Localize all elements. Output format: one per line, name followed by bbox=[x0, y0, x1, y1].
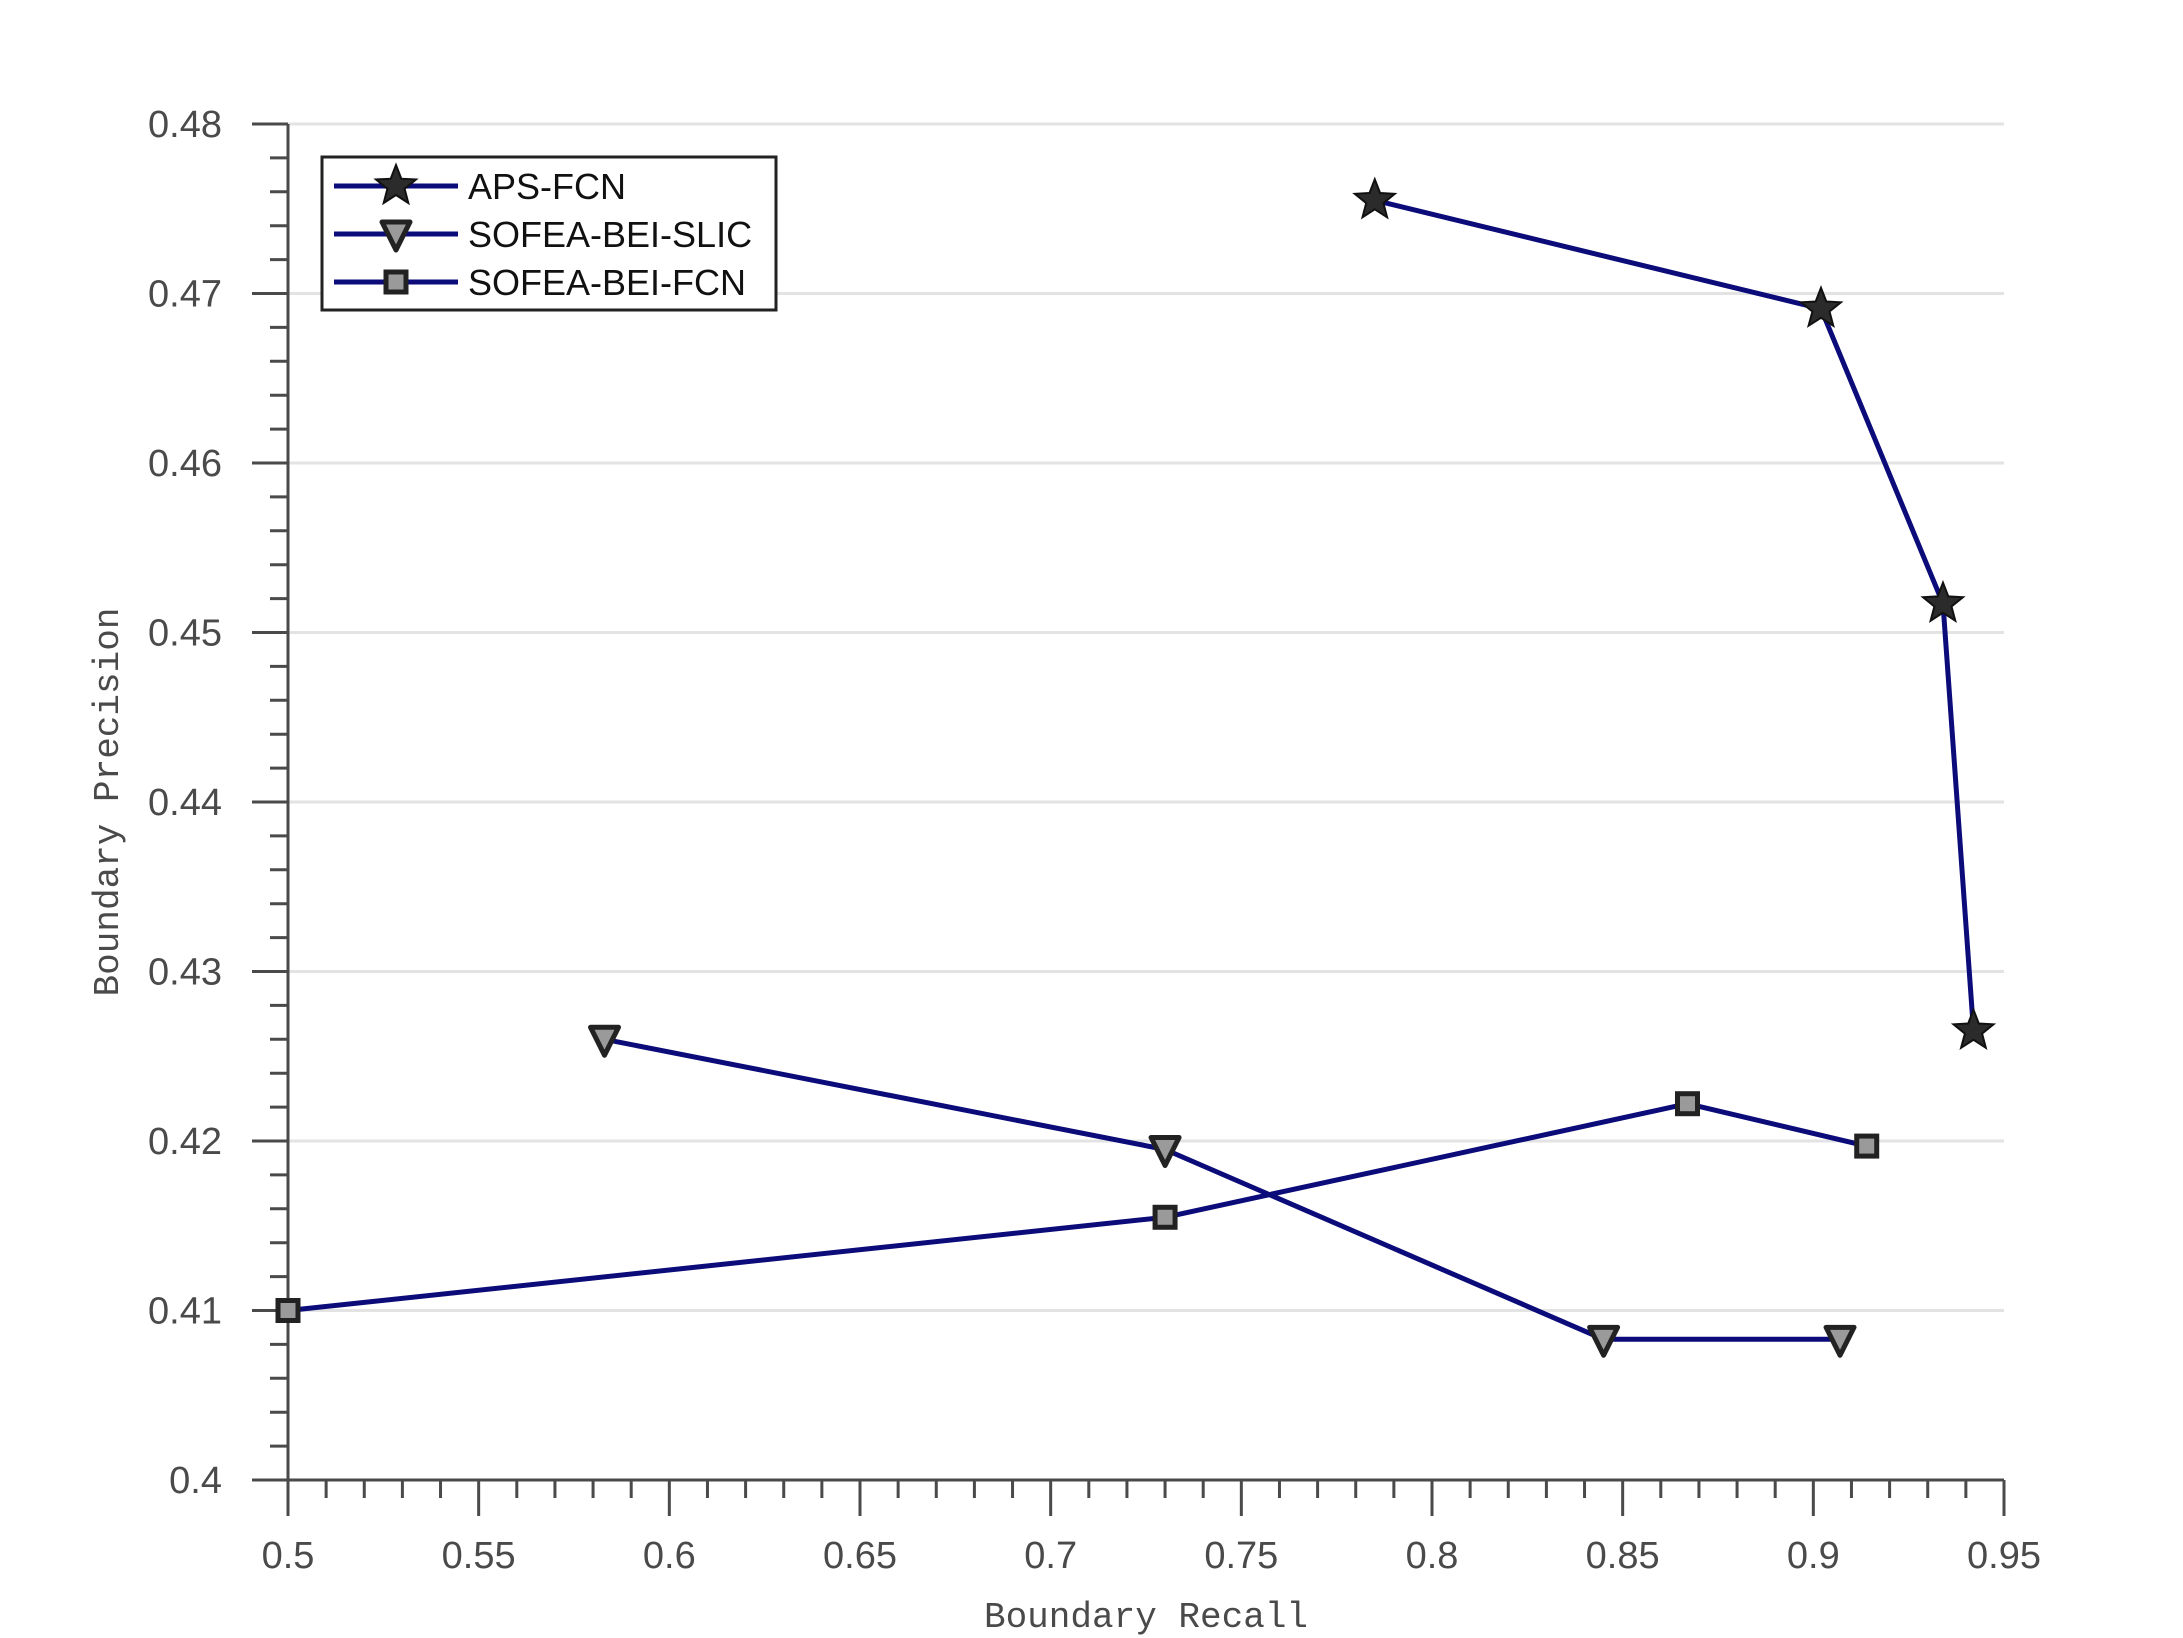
x-tick-label: 0.7 bbox=[1024, 1535, 1077, 1577]
data-point-star bbox=[1950, 1007, 1997, 1051]
x-tick-label: 0.9 bbox=[1787, 1535, 1840, 1577]
series-line bbox=[604, 1036, 1840, 1342]
legend-item: APS-FCN bbox=[334, 162, 626, 207]
legend-item: SOFEA-BEI-SLIC bbox=[334, 214, 752, 255]
x-tick-label: 0.75 bbox=[1204, 1535, 1278, 1577]
y-tick-label: 0.4 bbox=[169, 1460, 222, 1502]
data-point-star bbox=[1352, 176, 1398, 220]
legend-marker-triangle bbox=[379, 219, 413, 253]
y-tick-label: 0.48 bbox=[148, 104, 222, 146]
legend: APS-FCN SOFEA-BEI-SLIC SOFEA-BEI-FCN bbox=[320, 155, 778, 312]
data-point-square bbox=[275, 1298, 301, 1323]
x-tick-label: 0.8 bbox=[1406, 1535, 1459, 1577]
legend-marker-square bbox=[383, 269, 409, 295]
y-tick-label: 0.41 bbox=[148, 1291, 222, 1333]
y-tick-label: 0.47 bbox=[148, 274, 222, 316]
legend-label: SOFEA-BEI-SLIC bbox=[468, 214, 752, 255]
data-point-star bbox=[1798, 285, 1844, 328]
y-axis-title: Boundary Precision bbox=[88, 608, 129, 997]
x-tick-label: 0.65 bbox=[823, 1535, 897, 1577]
axes-layer: 0.4 0.41 0.42 0.43 0.44 0.45 0.46 0.47 0.48 0.5 0.… bbox=[148, 104, 2041, 1577]
x-tick-label: 0.95 bbox=[1967, 1535, 2041, 1577]
series-line bbox=[287, 1101, 1868, 1313]
y-tick-label: 0.45 bbox=[148, 613, 222, 655]
legend-label: APS-FCN bbox=[468, 166, 626, 207]
x-tick-label: 0.55 bbox=[442, 1535, 516, 1577]
x-axis-title: Boundary Recall bbox=[984, 1597, 1308, 1638]
series-layer bbox=[275, 176, 1997, 1358]
data-point-square bbox=[1152, 1204, 1178, 1230]
data-point-triangle bbox=[1587, 1324, 1621, 1358]
y-tick-label: 0.46 bbox=[148, 443, 222, 485]
y-tick-label: 0.43 bbox=[148, 952, 222, 994]
series-aps-fcn bbox=[1352, 176, 1997, 1051]
y-tick-label: 0.44 bbox=[148, 782, 222, 824]
series-sofea-bei-fcn bbox=[275, 1091, 1880, 1323]
series-sofea-bei-slic bbox=[588, 1024, 1857, 1358]
legend-label: SOFEA-BEI-FCN bbox=[468, 262, 746, 303]
data-point-star bbox=[1920, 579, 1966, 623]
data-point-square bbox=[1674, 1091, 1700, 1117]
data-point-square bbox=[1854, 1133, 1880, 1159]
data-point-triangle bbox=[1148, 1134, 1182, 1168]
x-tick-label: 0.6 bbox=[643, 1535, 696, 1577]
x-tick-label: 0.85 bbox=[1586, 1535, 1660, 1577]
series-line bbox=[1374, 197, 1976, 1031]
legend-item: SOFEA-BEI-FCN bbox=[334, 262, 746, 303]
x-tick-label: 0.5 bbox=[262, 1535, 315, 1577]
data-point-triangle bbox=[588, 1024, 622, 1058]
y-tick-label: 0.42 bbox=[148, 1121, 222, 1163]
legend-marker-star bbox=[373, 162, 419, 206]
data-point-triangle bbox=[1823, 1324, 1857, 1358]
